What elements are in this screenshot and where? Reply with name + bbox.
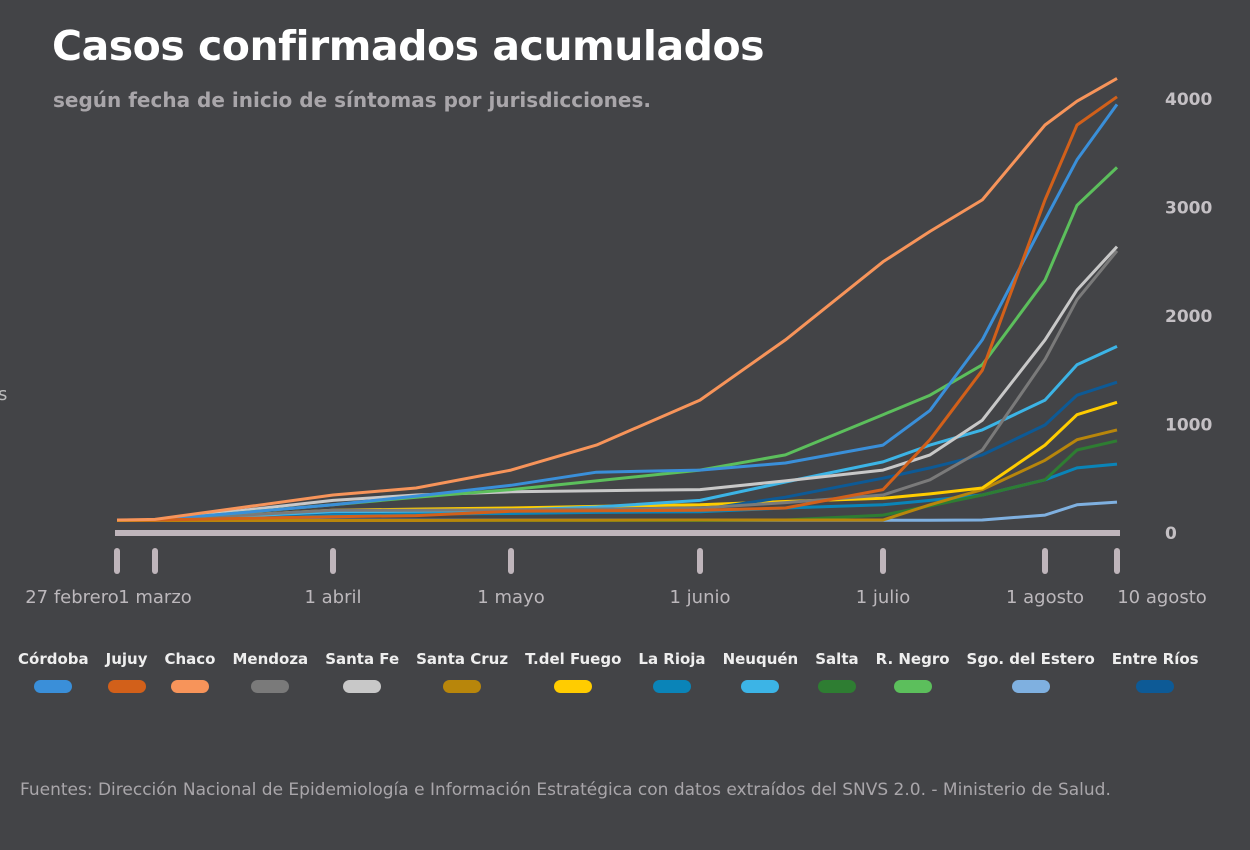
x-tick-mark (152, 548, 158, 574)
legend-label: T.del Fuego (525, 650, 622, 668)
legend-item: R. Negro (876, 650, 950, 693)
legend-swatch (343, 680, 382, 693)
legend-label: Salta (815, 650, 859, 668)
legend-label: Chaco (164, 650, 216, 668)
y-tick-label: 0 (1165, 524, 1177, 544)
legend-item: Chaco (164, 650, 216, 693)
legend-label: Entre Ríos (1111, 650, 1199, 668)
legend-item: Santa Fe (325, 650, 399, 693)
chart-title: Casos confirmados acumulados (52, 22, 765, 70)
chart-subtitle: según fecha de inicio de síntomas por ju… (53, 88, 651, 112)
legend-label: Jujuy (105, 650, 148, 668)
x-tick-label: 1 julio (856, 587, 911, 608)
series-lines (116, 77, 1119, 522)
series-line-santa-fe (117, 245, 1119, 522)
legend-swatch (741, 680, 780, 693)
legend-item: Santa Cruz (416, 650, 508, 693)
y-tick-label: 1000 (1165, 416, 1212, 436)
y-tick-label: 2000 (1165, 307, 1212, 327)
x-tick-label: 1 mayo (477, 587, 544, 608)
series-line-jujuy (117, 95, 1118, 522)
source-note: Fuentes: Dirección Nacional de Epidemiol… (20, 780, 1111, 800)
x-tick-label: 1 agosto (1006, 587, 1084, 608)
legend-item: Sgo. del Estero (967, 650, 1095, 693)
y-tick-label: 3000 (1165, 199, 1212, 219)
legend-swatch (443, 680, 482, 693)
legend-label: Mendoza (232, 650, 309, 668)
line-chart: 0 1000 2000 3000 4000 27 febrero 1 marzo 1 abr… (25, 77, 1212, 608)
legend-swatch (817, 680, 856, 693)
legend-swatch (893, 680, 932, 693)
legend-swatch (170, 680, 209, 693)
x-tick-label: 1 abril (304, 587, 361, 608)
legend-item: Jujuy (105, 650, 148, 693)
legend-swatch (251, 680, 290, 693)
legend-label: Sgo. del Estero (966, 650, 1095, 668)
legend-label: La Rioja (638, 650, 706, 668)
y-tick-label: 4000 (1165, 90, 1212, 110)
y-axis-label-fragment: s (0, 384, 8, 405)
x-tick-mark (880, 548, 886, 574)
x-tick-mark (508, 548, 514, 574)
legend-swatch (1011, 680, 1050, 693)
legend-item: Neuquén (722, 650, 799, 693)
legend-item: Mendoza (232, 650, 309, 693)
series-line-córdoba (117, 103, 1119, 522)
legend-label: Neuquén (722, 650, 799, 668)
series-line-santa-cruz (117, 428, 1118, 522)
series-line-chaco (116, 77, 1118, 522)
x-tick-label: 1 marzo (118, 587, 192, 608)
x-axis-ticks: 27 febrero 1 marzo 1 abril 1 mayo 1 junio 1 j… (25, 548, 1207, 608)
legend-item: Entre Ríos (1112, 650, 1199, 693)
legend-label: Santa Cruz (416, 650, 509, 668)
legend-swatch (652, 680, 691, 693)
x-tick-mark (697, 548, 703, 574)
legend-swatch (1136, 680, 1175, 693)
x-tick-label: 27 febrero (25, 587, 119, 608)
x-tick-mark (330, 548, 336, 574)
series-line-mendoza (117, 249, 1119, 522)
legend-swatch (107, 680, 146, 693)
x-axis-baseline (115, 530, 1120, 536)
legend-swatch (34, 680, 73, 693)
legend: Córdoba Jujuy Chaco Mendoza Santa Fe Santa Cr… (18, 650, 1199, 693)
series-line-t-del-fuego (117, 400, 1118, 522)
legend-item: La Rioja (638, 650, 706, 693)
legend-label: R. Negro (875, 650, 950, 668)
legend-swatch (554, 680, 593, 693)
x-tick-mark (1042, 548, 1048, 574)
legend-item: Salta (815, 650, 859, 693)
x-tick-label: 10 agosto (1117, 587, 1207, 608)
series-line-neuquén (117, 345, 1118, 522)
series-line-r-negro (117, 166, 1119, 522)
x-tick-mark (114, 548, 120, 574)
x-tick-label: 1 junio (669, 587, 730, 608)
legend-label: Córdoba (18, 650, 89, 668)
x-tick-mark (1114, 548, 1120, 574)
y-axis-ticks: 0 1000 2000 3000 4000 (1165, 90, 1212, 544)
legend-item: T.del Fuego (525, 650, 621, 693)
legend-label: Santa Fe (325, 650, 400, 668)
legend-item: Córdoba (18, 650, 89, 693)
